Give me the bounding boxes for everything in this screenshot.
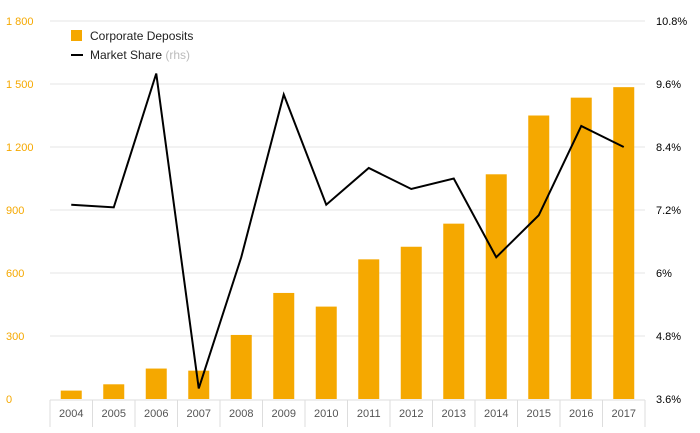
left-axis-tick-label: 300 [6, 331, 24, 343]
x-axis-tick-label: 2011 [357, 408, 381, 420]
x-axis-tick-label: 2004 [59, 408, 83, 420]
left-axis-tick-label: 0 [6, 394, 12, 406]
left-axis-tick-label: 1 500 [6, 79, 34, 91]
right-axis-tick-label: 6% [656, 268, 672, 280]
left-axis-tick-label: 1 800 [6, 16, 34, 28]
bar [315, 306, 337, 399]
bar [230, 334, 252, 399]
x-axis-tick-label: 2009 [272, 408, 296, 420]
x-axis-tick-label: 2010 [314, 408, 338, 420]
x-axis-tick-label: 2013 [442, 408, 466, 420]
legend-label-corporate-deposits: Corporate Deposits [90, 29, 193, 43]
bar [273, 292, 295, 399]
legend: Corporate Deposits Market Share (rhs) [71, 29, 193, 62]
left-axis-tick-label: 1 200 [6, 142, 34, 154]
bar [485, 174, 507, 399]
right-axis-tick-label: 8.4% [656, 142, 681, 154]
x-axis-tick-label: 2007 [187, 408, 211, 420]
x-axis-tick-label: 2005 [102, 408, 126, 420]
right-axis-tick-label: 9.6% [656, 79, 681, 91]
right-axis-tick-label: 10.8% [656, 16, 687, 28]
bar [103, 384, 125, 399]
bar [60, 390, 82, 399]
left-axis-tick-label: 900 [6, 205, 24, 217]
bar [528, 115, 550, 399]
line-series-market-share [71, 73, 625, 389]
x-axis-tick-label: 2014 [484, 408, 508, 420]
legend-label-market-share: Market Share (rhs) [90, 48, 190, 62]
left-axis-tick-label: 600 [6, 268, 24, 280]
x-axis-ticks: 2004 2005 2006 2007 2008 2009 2010 2011 2012 2013… [59, 408, 636, 420]
market-share-line [71, 73, 625, 389]
x-axis-cells [49, 399, 646, 427]
x-axis-tick-label: 2015 [527, 408, 551, 420]
bar [400, 246, 422, 399]
bar [443, 223, 465, 399]
bar [570, 97, 592, 400]
left-axis-ticks: 0 300 600 900 1 200 1 500 1 800 [6, 16, 34, 406]
right-axis-tick-label: 3.6% [656, 394, 681, 406]
x-axis-tick-label: 2016 [569, 408, 593, 420]
bar [613, 87, 635, 400]
bar-series-corporate-deposits [60, 87, 635, 400]
x-axis-tick-label: 2006 [144, 408, 168, 420]
x-axis-tick-label: 2012 [399, 408, 423, 420]
right-axis-tick-label: 4.8% [656, 331, 681, 343]
legend-swatch-corporate-deposits [71, 30, 82, 41]
bar [145, 368, 167, 399]
x-axis-tick-label: 2017 [612, 408, 636, 420]
x-axis-tick-label: 2008 [229, 408, 253, 420]
right-axis-tick-label: 7.2% [656, 205, 681, 217]
bar [358, 259, 380, 399]
right-axis-ticks: 3.6% 4.8% 6% 7.2% 8.4% 9.6% 10.8% [656, 16, 687, 406]
legend-note-rhs: (rhs) [165, 48, 190, 62]
